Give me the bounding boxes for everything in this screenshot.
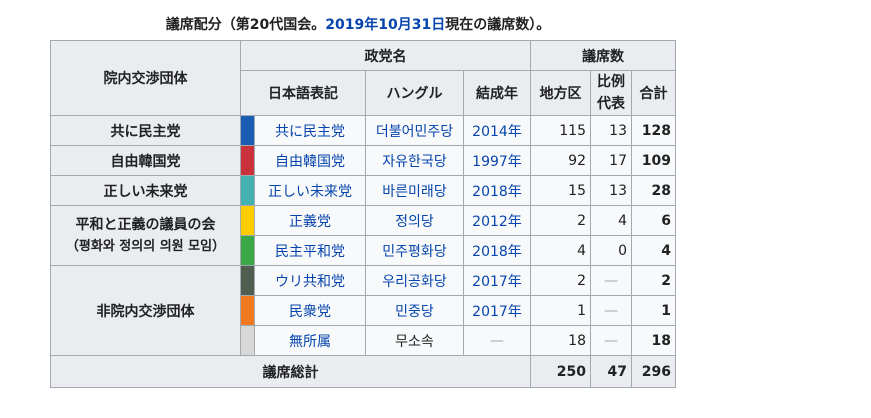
total-seats: 6 bbox=[631, 205, 676, 236]
total-seats: 18 bbox=[631, 325, 676, 356]
party-japanese-link[interactable]: ウリ共和党 bbox=[254, 265, 366, 296]
header-hangul: ハングル bbox=[365, 70, 464, 116]
totals-label: 議席総計 bbox=[50, 355, 531, 388]
party-color-swatch bbox=[240, 205, 255, 236]
table-row: 無所属 무소속 — 18 — 18 bbox=[51, 325, 676, 356]
party-hangul-link[interactable]: 정의당 bbox=[365, 205, 464, 236]
proportional-seats: 17 bbox=[590, 145, 632, 176]
proportional-seats: — bbox=[590, 265, 632, 296]
party-founded-link[interactable]: 1997年 bbox=[463, 145, 531, 176]
district-seats: 15 bbox=[530, 175, 591, 206]
party-japanese-link[interactable]: 共に民主党 bbox=[254, 115, 366, 146]
totals-row: 議席総計 250 47 296 bbox=[50, 355, 676, 388]
district-seats: 92 bbox=[530, 145, 591, 176]
header-proportional-label: 比例 代表 bbox=[597, 74, 625, 112]
table-row: 平和と正義の議員の会 （평화와 정의의 의원 모임） 正義党 정의당 2012年… bbox=[50, 205, 676, 266]
party-founded-link[interactable]: 2017年 bbox=[463, 295, 531, 326]
party-color-swatch bbox=[240, 295, 255, 326]
proportional-seats: 13 bbox=[590, 175, 632, 206]
party-japanese-link[interactable]: 正しい未来党 bbox=[254, 175, 366, 206]
caption-date-link[interactable]: 2019年10月31日 bbox=[325, 17, 446, 33]
group-label-sub: （평화와 정의의 의원 모임） bbox=[65, 238, 226, 254]
party-color-swatch bbox=[240, 235, 255, 266]
district-seats: 4 bbox=[530, 235, 591, 266]
proportional-seats: — bbox=[590, 325, 632, 356]
table-caption: 議席配分（第20代国会。2019年10月31日現在の議席数）。 bbox=[48, 14, 668, 34]
district-seats: 2 bbox=[530, 265, 591, 296]
total-seats: 2 bbox=[631, 265, 676, 296]
party-hangul-link[interactable]: 민주평화당 bbox=[365, 235, 464, 266]
header-japanese: 日本語表記 bbox=[240, 70, 366, 116]
party-hangul-link[interactable]: 우리공화당 bbox=[365, 265, 464, 296]
header-group: 院内交渉団体 bbox=[50, 40, 241, 116]
total-seats: 1 bbox=[631, 295, 676, 326]
table-row: 共に民主党 共に民主党 더불어민주당 2014年 115 13 128 bbox=[50, 115, 676, 146]
group-label-main: 平和と正義の議員の会 bbox=[75, 216, 216, 233]
party-founded: — bbox=[463, 325, 531, 356]
party-hangul: 무소속 bbox=[365, 325, 464, 356]
party-hangul-link[interactable]: 더불어민주당 bbox=[365, 115, 464, 146]
table-row: 非院内交渉団体 ウリ共和党 우리공화당 2017年 2 — 2 bbox=[50, 265, 676, 356]
party-hangul-link[interactable]: 민중당 bbox=[365, 295, 464, 326]
party-color-swatch bbox=[240, 115, 255, 146]
seat-distribution-table: 院内交渉団体 政党名 議席数 日本語表記 ハングル 結成年 地方区 比例 代表 … bbox=[50, 40, 676, 388]
table-row: 正しい未来党 正しい未来党 바른미래당 2018年 15 13 28 bbox=[50, 175, 676, 206]
header-district: 地方区 bbox=[530, 70, 591, 116]
district-seats: 115 bbox=[530, 115, 591, 146]
party-founded-link[interactable]: 2017年 bbox=[463, 265, 531, 296]
party-color-swatch bbox=[240, 175, 255, 206]
proportional-seats: 4 bbox=[590, 205, 632, 236]
total-seats: 128 bbox=[631, 115, 676, 146]
caption-suffix: 現在の議席数）。 bbox=[445, 17, 551, 33]
group-label: 自由韓国党 bbox=[50, 145, 241, 176]
total-seats: 28 bbox=[631, 175, 676, 206]
party-color-swatch bbox=[240, 145, 255, 176]
header-seats: 議席数 bbox=[530, 40, 676, 71]
totals-total: 296 bbox=[631, 355, 676, 388]
proportional-seats: 13 bbox=[590, 115, 632, 146]
party-japanese-link[interactable]: 無所属 bbox=[254, 325, 366, 356]
table-row: 自由韓国党 自由韓国党 자유한국당 1997年 92 17 109 bbox=[50, 145, 676, 176]
party-founded-link[interactable]: 2018年 bbox=[463, 175, 531, 206]
party-founded-link[interactable]: 2014年 bbox=[463, 115, 531, 146]
total-seats: 4 bbox=[631, 235, 676, 266]
party-japanese-link[interactable]: 正義党 bbox=[254, 205, 366, 236]
group-label: 非院内交渉団体 bbox=[50, 265, 241, 356]
header-party-name: 政党名 bbox=[240, 40, 531, 71]
total-seats: 109 bbox=[631, 145, 676, 176]
party-color-swatch bbox=[240, 265, 255, 296]
district-seats: 2 bbox=[530, 205, 591, 236]
party-hangul-link[interactable]: 자유한국당 bbox=[365, 145, 464, 176]
party-japanese-link[interactable]: 民衆党 bbox=[254, 295, 366, 326]
party-founded-link[interactable]: 2018年 bbox=[463, 235, 531, 266]
party-japanese-link[interactable]: 自由韓国党 bbox=[254, 145, 366, 176]
group-label: 正しい未来党 bbox=[50, 175, 241, 206]
totals-proportional: 47 bbox=[590, 355, 632, 388]
party-japanese-link[interactable]: 民主平和党 bbox=[254, 235, 366, 266]
district-seats: 1 bbox=[530, 295, 591, 326]
table-row: 民主平和党 민주평화당 2018年 4 0 4 bbox=[51, 235, 676, 266]
header-founded: 結成年 bbox=[463, 70, 531, 116]
district-seats: 18 bbox=[530, 325, 591, 356]
totals-district: 250 bbox=[530, 355, 591, 388]
group-label: 共に民主党 bbox=[50, 115, 241, 146]
party-color-swatch bbox=[240, 325, 255, 356]
header-total: 合計 bbox=[631, 70, 676, 116]
party-hangul-link[interactable]: 바른미래당 bbox=[365, 175, 464, 206]
party-founded-link[interactable]: 2012年 bbox=[463, 205, 531, 236]
proportional-seats: 0 bbox=[590, 235, 632, 266]
proportional-seats: — bbox=[590, 295, 632, 326]
header-proportional: 比例 代表 bbox=[590, 70, 632, 116]
group-label: 平和と正義の議員の会 （평화와 정의의 의원 모임） bbox=[50, 205, 241, 266]
caption-prefix: 議席配分（第20代国会。 bbox=[165, 17, 326, 33]
